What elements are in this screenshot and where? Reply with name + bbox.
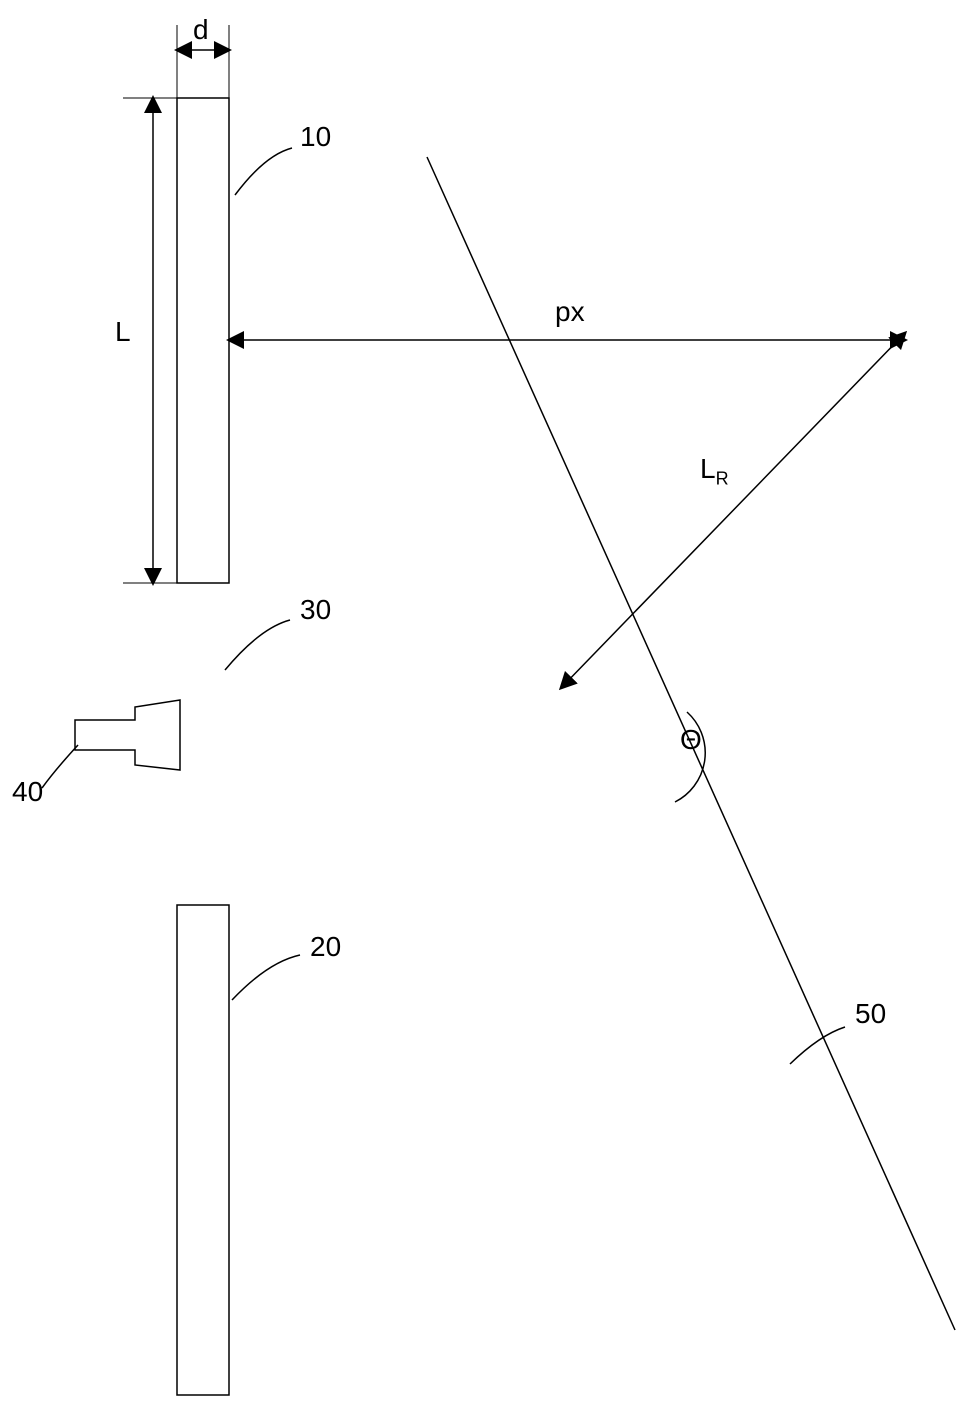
leader-50 <box>790 1027 845 1064</box>
label-40: 40 <box>12 776 43 808</box>
label-px: px <box>555 296 585 328</box>
speaker-40 <box>75 700 180 770</box>
leader-40 <box>42 745 78 788</box>
label-20: 20 <box>310 931 341 963</box>
dimension-lr <box>561 333 905 688</box>
leader-20 <box>232 955 300 1000</box>
rect-20 <box>177 905 229 1395</box>
label-theta: Θ <box>680 724 702 756</box>
leader-10 <box>235 148 292 195</box>
label-lr: LR <box>700 453 729 490</box>
rect-10 <box>177 98 229 583</box>
label-50: 50 <box>855 998 886 1030</box>
label-10: 10 <box>300 121 331 153</box>
label-d: d <box>193 14 209 46</box>
diagram-svg <box>0 0 971 1408</box>
label-30: 30 <box>300 594 331 626</box>
leader-30 <box>225 620 290 670</box>
label-l: L <box>115 316 131 348</box>
dimension-l <box>123 98 229 583</box>
